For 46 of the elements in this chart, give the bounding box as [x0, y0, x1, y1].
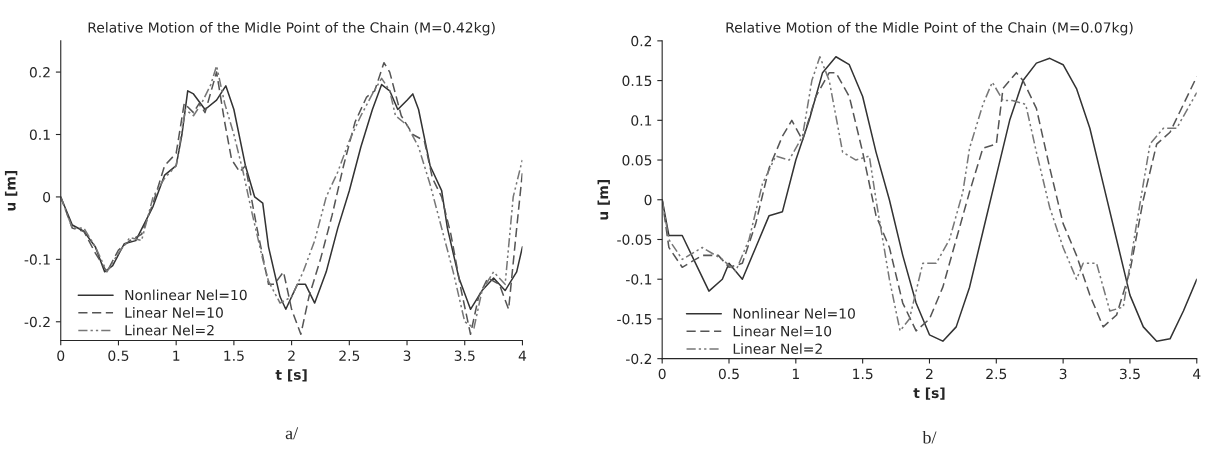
y-tick-label: 0.1	[631, 115, 652, 126]
x-axis-title: t [s]	[275, 369, 307, 382]
x-tick-label: 4	[518, 350, 527, 361]
x-tick-label: 1	[173, 350, 180, 361]
text: b/	[922, 430, 937, 444]
x-tick-label: 2.5	[986, 368, 1007, 380]
y-tick-label: 0.05	[622, 155, 652, 166]
legend-label: Linear Nel=2	[125, 324, 214, 336]
chart-title: Relative Motion of the Midle Point of the Chain (M=0.07kg)	[726, 21, 1133, 36]
x-tick-label: 4	[1193, 368, 1201, 379]
legend-label: Linear Nel=2	[733, 343, 822, 354]
x-tick-label: 3	[403, 350, 411, 361]
x-tick-label: 2.5	[339, 350, 360, 361]
y-tick-label: 0.2	[631, 35, 652, 47]
x-tick-label: 3	[1059, 368, 1067, 380]
y-tick-label: -0.1	[626, 274, 652, 285]
y-tick-label: -0.1	[24, 254, 50, 265]
x-tick-label: 3.5	[1119, 368, 1140, 380]
x-tick-label: 3.5	[454, 350, 475, 361]
legend-label: Nonlinear Nel=10	[733, 308, 855, 319]
y-tick-label: 0	[43, 191, 51, 203]
y-tick-label: 0	[644, 194, 652, 206]
y-axis-title: u [m]	[597, 180, 610, 220]
x-axis-title: t [s]	[913, 387, 945, 400]
legend-label: Nonlinear Nel=10	[125, 289, 247, 301]
x-tick-label: 0	[658, 368, 666, 380]
text: a/	[285, 427, 299, 440]
x-tick-label: 2	[288, 350, 295, 361]
y-tick-label: 0.2	[29, 67, 50, 78]
y-axis-title: u [m]	[4, 170, 18, 211]
x-tick-label: 1.5	[224, 350, 244, 361]
y-tick-label: -0.15	[617, 313, 652, 325]
x-tick-label: 0.5	[718, 368, 739, 380]
legend-label: Linear Nel=10	[733, 325, 832, 337]
legend-label: Linear Nel=10	[125, 307, 223, 318]
x-tick-label: 1	[792, 368, 799, 379]
chart-title: Relative Motion of the Midle Point of the Chain (M=0.42kg)	[88, 21, 495, 36]
y-tick-label: -0.05	[617, 234, 652, 245]
x-tick-label: 0.5	[108, 350, 129, 361]
x-tick-label: 0	[57, 350, 65, 361]
x-tick-label: 1.5	[853, 368, 873, 380]
y-tick-label: 0.1	[29, 129, 50, 140]
x-tick-label: 2	[926, 368, 933, 379]
y-tick-label: -0.2	[626, 353, 652, 365]
y-tick-label: -0.2	[24, 316, 50, 328]
y-tick-label: 0.15	[622, 75, 652, 87]
